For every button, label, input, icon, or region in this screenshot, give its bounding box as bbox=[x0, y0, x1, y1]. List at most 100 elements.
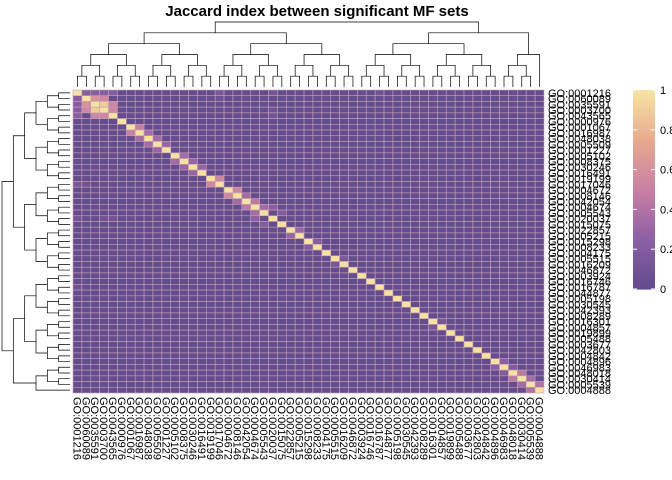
heatmap-cell bbox=[374, 232, 385, 239]
heatmap-cell bbox=[339, 198, 349, 205]
heatmap-cell bbox=[232, 306, 243, 314]
heatmap-cell bbox=[232, 284, 243, 291]
dendrogram-link bbox=[58, 115, 70, 122]
heatmap-cell bbox=[428, 175, 438, 182]
heatmap-cell bbox=[223, 249, 234, 257]
heatmap-cell bbox=[437, 244, 447, 251]
column-label: GO:0005215 bbox=[293, 397, 305, 460]
heatmap-cell bbox=[392, 141, 403, 148]
heatmap-cell bbox=[410, 112, 420, 119]
heatmap-cell bbox=[294, 249, 305, 257]
heatmap-cell bbox=[401, 186, 411, 194]
heatmap-cell bbox=[437, 198, 447, 205]
heatmap-cell bbox=[223, 329, 234, 337]
heatmap-cell bbox=[517, 329, 527, 337]
heatmap-cell bbox=[72, 192, 83, 199]
heatmap-cell bbox=[534, 289, 545, 297]
heatmap-cell bbox=[534, 324, 545, 331]
heatmap-cell bbox=[490, 324, 500, 331]
heatmap-cell bbox=[472, 289, 483, 297]
heatmap-cell bbox=[188, 164, 198, 171]
heatmap-cell bbox=[348, 341, 358, 348]
heatmap-cell bbox=[517, 266, 527, 274]
heatmap-cell bbox=[339, 164, 349, 171]
heatmap-cell bbox=[401, 204, 411, 211]
heatmap-cell bbox=[330, 364, 340, 371]
heatmap-cell bbox=[197, 181, 207, 188]
heatmap-cell bbox=[268, 358, 278, 365]
heatmap-cell bbox=[259, 175, 269, 182]
heatmap-cell bbox=[143, 301, 154, 308]
heatmap-cell bbox=[214, 118, 225, 125]
heatmap-cell bbox=[223, 346, 234, 354]
heatmap-cell bbox=[259, 204, 269, 211]
heatmap-cell bbox=[232, 198, 243, 205]
heatmap-cell bbox=[437, 169, 447, 177]
row-label: GO:0004842 bbox=[548, 351, 611, 363]
heatmap-cell bbox=[285, 158, 296, 165]
heatmap-cell bbox=[445, 369, 456, 377]
heatmap-cell bbox=[365, 95, 376, 102]
heatmap-cell bbox=[339, 335, 349, 342]
heatmap-cell bbox=[268, 341, 278, 348]
heatmap-cell bbox=[259, 95, 269, 102]
heatmap-cell bbox=[410, 301, 420, 308]
heatmap-cell bbox=[481, 124, 491, 131]
row-dendrogram bbox=[1, 92, 70, 391]
heatmap-cell bbox=[454, 289, 465, 297]
heatmap-cell bbox=[365, 232, 376, 239]
heatmap-cell bbox=[188, 175, 198, 182]
heatmap-cell bbox=[259, 164, 269, 171]
heatmap-cell bbox=[232, 324, 243, 331]
heatmap-cell bbox=[463, 244, 474, 251]
heatmap-cell bbox=[321, 192, 332, 199]
heatmap-cell bbox=[481, 89, 491, 97]
heatmap-cell bbox=[374, 369, 385, 377]
heatmap-cell bbox=[223, 341, 234, 348]
heatmap-cell bbox=[126, 381, 136, 388]
column-label: GO:0000976 bbox=[115, 397, 127, 460]
heatmap-cell bbox=[259, 329, 269, 337]
heatmap-cell bbox=[143, 289, 154, 297]
heatmap-cell bbox=[481, 175, 491, 182]
heatmap-cell bbox=[134, 329, 145, 337]
heatmap-cell bbox=[99, 358, 109, 365]
heatmap-cell bbox=[481, 301, 491, 308]
heatmap-cell bbox=[454, 164, 465, 171]
heatmap-cell bbox=[99, 341, 109, 348]
heatmap-cell bbox=[357, 226, 367, 234]
heatmap-cell bbox=[410, 215, 420, 222]
heatmap-cell bbox=[152, 215, 163, 222]
legend-gradient-step bbox=[633, 179, 655, 184]
heatmap-cell bbox=[517, 284, 527, 291]
heatmap-cell bbox=[321, 146, 332, 154]
heatmap-cell bbox=[481, 295, 491, 302]
heatmap-cell bbox=[152, 324, 163, 331]
heatmap-cell bbox=[330, 306, 340, 314]
heatmap-cell bbox=[490, 112, 500, 119]
heatmap-cell bbox=[81, 272, 92, 279]
heatmap-cell bbox=[277, 278, 287, 285]
dendrogram-link bbox=[414, 75, 425, 87]
heatmap-cell bbox=[472, 169, 483, 177]
heatmap-cell bbox=[437, 335, 447, 342]
heatmap-cell bbox=[481, 266, 491, 274]
dendrogram-link bbox=[77, 75, 87, 87]
heatmap-cell bbox=[419, 232, 429, 239]
heatmap-cell bbox=[206, 158, 216, 165]
heatmap-cell bbox=[161, 106, 172, 114]
heatmap-cell bbox=[383, 118, 394, 125]
heatmap-cell bbox=[108, 386, 118, 394]
heatmap-cell bbox=[294, 295, 305, 302]
heatmap-cell bbox=[81, 375, 92, 382]
heatmap-cell bbox=[214, 341, 225, 348]
heatmap-cell bbox=[357, 135, 367, 142]
heatmap-cell bbox=[161, 289, 172, 297]
heatmap-cell bbox=[401, 352, 411, 360]
heatmap-cell bbox=[445, 204, 456, 211]
heatmap-cell bbox=[223, 369, 234, 377]
heatmap-cell bbox=[277, 101, 287, 108]
heatmap-cell bbox=[197, 215, 207, 222]
heatmap-cell bbox=[277, 381, 287, 388]
dendrogram-link bbox=[401, 64, 420, 77]
